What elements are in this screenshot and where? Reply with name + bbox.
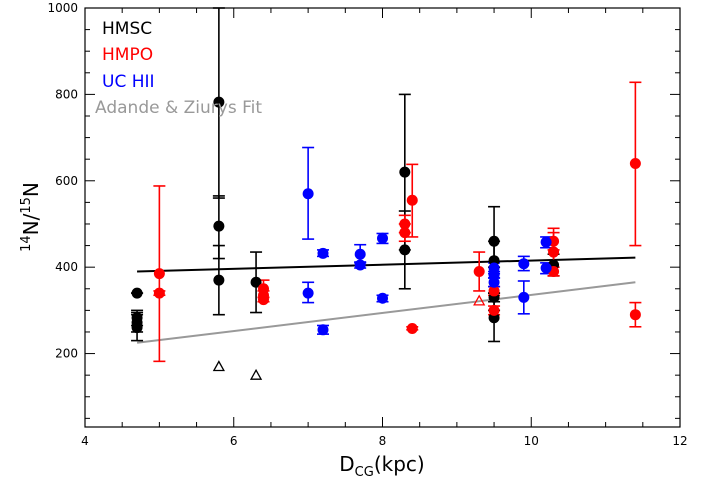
- axis-ticks: [84, 7, 681, 427]
- data-point: [518, 258, 530, 270]
- data-point: [131, 287, 143, 299]
- legend-entry: UC HII: [102, 72, 155, 92]
- y-tick-label: 600: [55, 174, 78, 188]
- data-point: [399, 218, 411, 230]
- data-point: [399, 227, 411, 239]
- data-point: [488, 276, 500, 288]
- data-point: [213, 274, 225, 286]
- legend: HMSC HMPO UC HII Adande & Ziurys Fit: [95, 19, 262, 118]
- data-point: [540, 236, 552, 248]
- data-point: [377, 292, 388, 304]
- data-point: [488, 285, 500, 297]
- data-point: [629, 309, 641, 321]
- data-point: [540, 262, 552, 274]
- x-axis-title-unit: (kpc): [374, 452, 425, 476]
- data-point: [473, 265, 485, 277]
- data-point: [399, 244, 411, 256]
- y-axis-title: 14N/15N: [19, 182, 43, 252]
- x-axis-title-subscript: CG: [355, 465, 374, 480]
- legend-entry: HMSC: [102, 19, 152, 39]
- y-tick-label: 1000: [47, 1, 78, 15]
- triangle-marker: [212, 360, 225, 372]
- data-point: [377, 232, 388, 244]
- data-point: [399, 166, 411, 178]
- data-point: [354, 259, 366, 271]
- data-point: [213, 96, 225, 108]
- triangle-marker: [249, 368, 263, 380]
- data-point: [250, 276, 262, 288]
- data-point: [406, 194, 418, 206]
- data-point: [406, 323, 418, 335]
- legend-entry: Adande & Ziurys Fit: [95, 98, 262, 118]
- data-point: [488, 235, 500, 247]
- y-axis-title-sup2: 15: [19, 197, 34, 214]
- x-axis-title-main: D: [339, 452, 354, 476]
- data-point: [258, 294, 269, 306]
- y-tick-label: 200: [55, 347, 78, 361]
- x-axis-title: DCG(kpc): [339, 452, 424, 480]
- legend-entry: HMPO: [102, 45, 153, 65]
- y-axis-title-end: N: [19, 182, 43, 197]
- x-tick-label: 4: [81, 434, 89, 448]
- triangle-marker: [473, 294, 486, 306]
- data-point: [302, 188, 314, 200]
- data-point: [629, 158, 641, 170]
- data-points: [131, 96, 641, 380]
- x-tick-label: 8: [379, 434, 387, 448]
- y-axis-title-mid: N/: [19, 213, 43, 235]
- data-point: [548, 246, 560, 258]
- data-point: [317, 247, 329, 259]
- y-tick-label: 800: [55, 87, 78, 101]
- tick-labels: 4 6 8 10 12 200 400 600 800 1000: [47, 1, 687, 448]
- y-tick-label: 400: [55, 260, 78, 274]
- data-point: [131, 322, 143, 334]
- data-point: [153, 287, 165, 299]
- data-point: [153, 268, 165, 280]
- x-tick-label: 6: [230, 434, 238, 448]
- data-point: [354, 248, 366, 260]
- y-axis-title-sup1: 14: [19, 235, 34, 252]
- data-point: [213, 220, 225, 232]
- data-point: [488, 304, 500, 316]
- x-tick-label: 10: [524, 434, 539, 448]
- x-tick-label: 12: [672, 434, 687, 448]
- data-point: [302, 287, 314, 299]
- fit-line: [136, 281, 636, 344]
- data-point: [317, 324, 329, 336]
- data-point: [518, 291, 530, 303]
